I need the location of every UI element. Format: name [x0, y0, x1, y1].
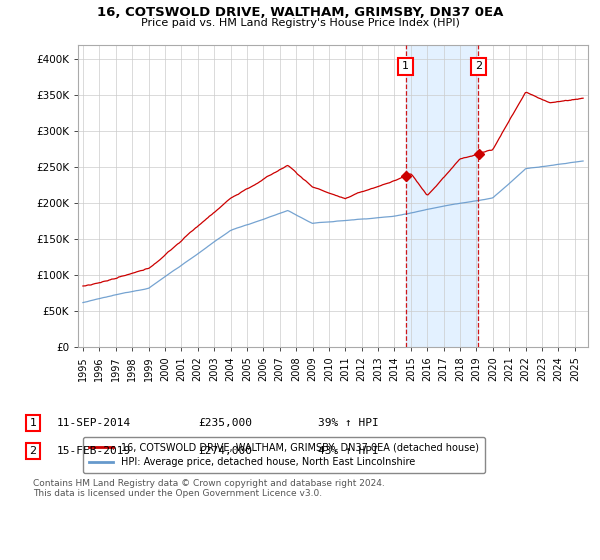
Text: 15-FEB-2019: 15-FEB-2019 [57, 446, 131, 456]
Text: 16, COTSWOLD DRIVE, WALTHAM, GRIMSBY, DN37 0EA: 16, COTSWOLD DRIVE, WALTHAM, GRIMSBY, DN… [97, 6, 503, 18]
Text: 1: 1 [403, 62, 409, 71]
Text: £235,000: £235,000 [198, 418, 252, 428]
Text: £274,000: £274,000 [198, 446, 252, 456]
Text: 1: 1 [29, 418, 37, 428]
Bar [406, 45, 478, 347]
Text: 2: 2 [475, 62, 482, 71]
Text: 43% ↑ HPI: 43% ↑ HPI [318, 446, 379, 456]
Text: Price paid vs. HM Land Registry's House Price Index (HPI): Price paid vs. HM Land Registry's House … [140, 18, 460, 28]
Legend: 16, COTSWOLD DRIVE, WALTHAM, GRIMSBY, DN37 0EA (detached house), HPI: Average pr: 16, COTSWOLD DRIVE, WALTHAM, GRIMSBY, DN… [83, 437, 485, 473]
Text: 2: 2 [29, 446, 37, 456]
Text: 39% ↑ HPI: 39% ↑ HPI [318, 418, 379, 428]
Text: Contains HM Land Registry data © Crown copyright and database right 2024.
This d: Contains HM Land Registry data © Crown c… [33, 479, 385, 498]
Text: 11-SEP-2014: 11-SEP-2014 [57, 418, 131, 428]
